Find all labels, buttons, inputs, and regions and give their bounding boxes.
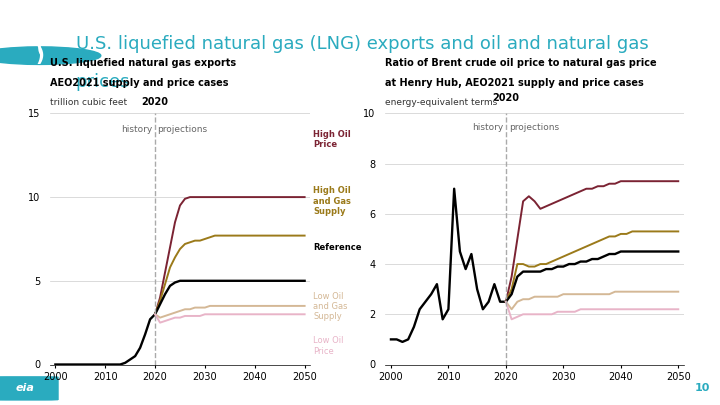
Text: (: ( <box>37 43 42 56</box>
Text: energy-equivalent terms: energy-equivalent terms <box>385 98 498 107</box>
Circle shape <box>0 47 101 64</box>
Text: U.S. liquefied natural gas (LNG) exports and oil and natural gas: U.S. liquefied natural gas (LNG) exports… <box>76 35 648 53</box>
Text: High Oil
Price: High Oil Price <box>313 130 351 149</box>
Text: Annual Energy Outlook 2021 (AEO2021): Annual Energy Outlook 2021 (AEO2021) <box>284 384 458 393</box>
Text: prices: prices <box>76 73 130 91</box>
Text: at Henry Hub, AEO2021 supply and price cases: at Henry Hub, AEO2021 supply and price c… <box>385 78 644 88</box>
Text: projections: projections <box>509 124 559 132</box>
Circle shape <box>572 382 720 394</box>
FancyBboxPatch shape <box>0 375 60 402</box>
Text: Source: U.S. Energy Information Administration,: Source: U.S. Energy Information Administ… <box>61 384 271 393</box>
Text: trillion cubic feet: trillion cubic feet <box>50 98 127 107</box>
Text: Low Oil
and Gas
Supply: Low Oil and Gas Supply <box>313 292 348 322</box>
Text: eia: eia <box>16 384 35 393</box>
Text: Low Oil
Price: Low Oil Price <box>313 336 343 356</box>
Text: history: history <box>472 124 503 132</box>
Text: AEO2021 supply and price cases: AEO2021 supply and price cases <box>50 78 229 88</box>
Text: Reference: Reference <box>313 243 361 252</box>
Text: projections: projections <box>158 125 207 134</box>
Text: U.S. liquefied natural gas exports: U.S. liquefied natural gas exports <box>50 58 237 68</box>
Text: 2020: 2020 <box>492 93 519 103</box>
Text: 10: 10 <box>694 384 710 393</box>
Text: ): ) <box>35 46 44 65</box>
Text: High Oil
and Gas
Supply: High Oil and Gas Supply <box>313 186 351 216</box>
Text: history: history <box>122 125 153 134</box>
Text: www.eia.gov/aeo: www.eia.gov/aeo <box>572 384 646 393</box>
Text: 2020: 2020 <box>142 97 168 107</box>
Text: Ratio of Brent crude oil price to natural gas price: Ratio of Brent crude oil price to natura… <box>385 58 657 68</box>
